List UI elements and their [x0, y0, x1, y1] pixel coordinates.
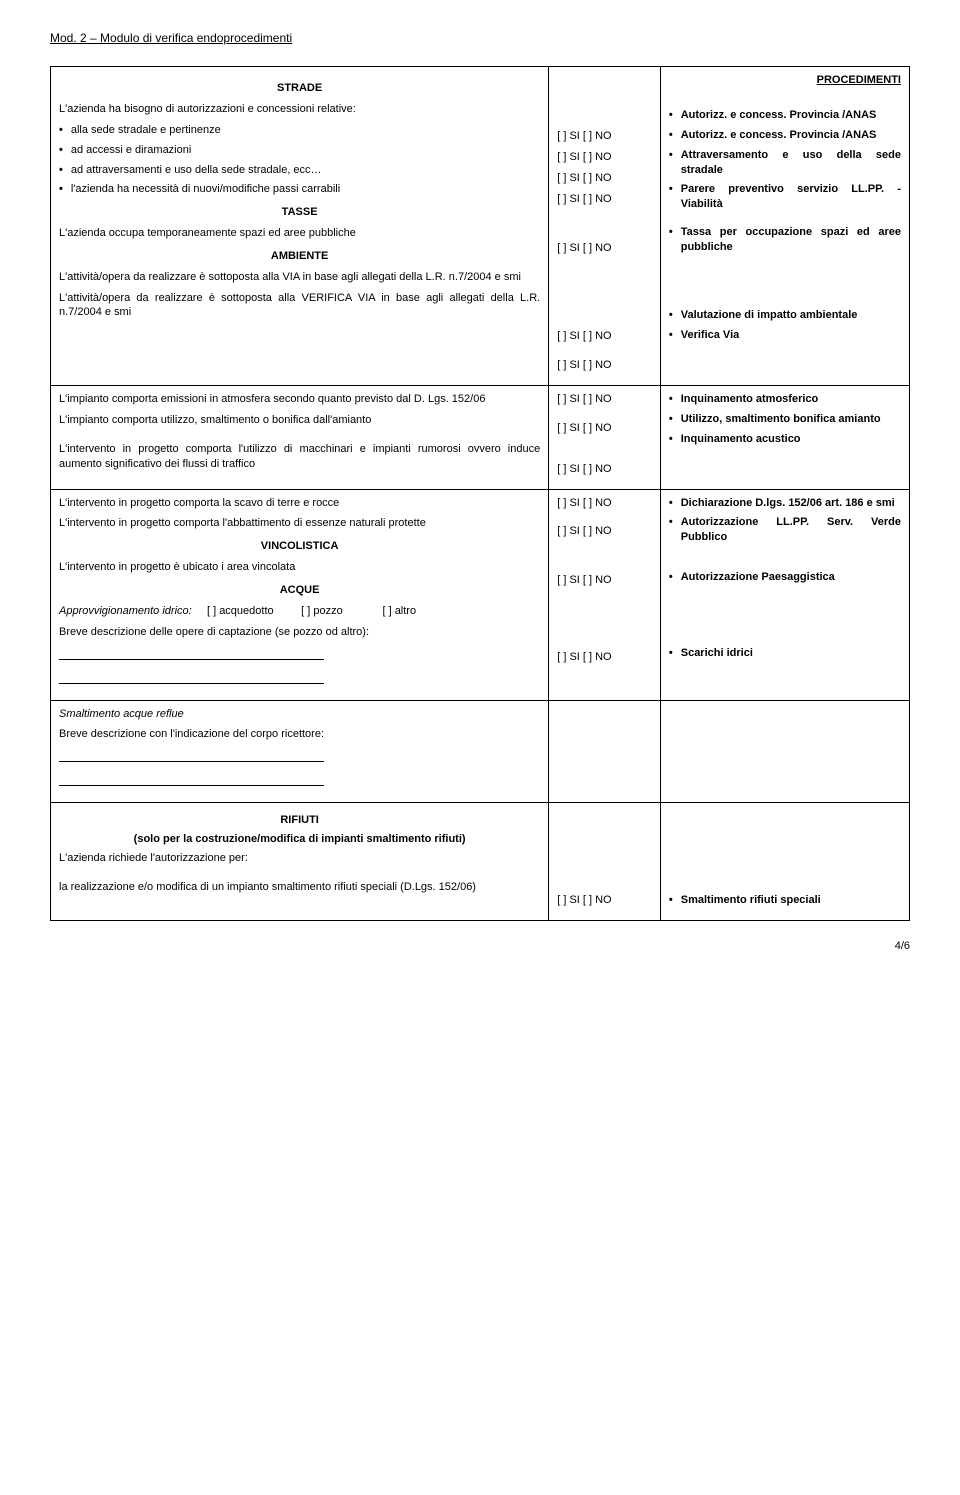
acque-approv-row: Approvvigionamento idrico: [ ] acquedott… — [59, 604, 540, 619]
rifiuti-intro: L'azienda richiede l'autorizzazione per: — [59, 851, 540, 866]
tasse-proc: Tassa per occupazione spazi ed aree pubb… — [681, 225, 901, 255]
acque-breve-desc2: Breve descrizione con l'indicazione del … — [59, 727, 540, 742]
acque-breve-desc: Breve descrizione delle opere di captazi… — [59, 625, 540, 640]
rifiuti-line: la realizzazione e/o modifica di un impi… — [59, 880, 540, 895]
vincolistica-line: L'intervento in progetto è ubicato i are… — [59, 560, 540, 575]
acque-opt-1[interactable]: [ ] pozzo — [301, 605, 343, 617]
rifiuti-check[interactable]: [ ] SI [ ] NO — [557, 893, 652, 908]
strade-proc-3: Parere preventivo servizio LL.PP. - Viab… — [681, 182, 901, 212]
ambiente-b2-2: L'intervento in progetto comporta l'util… — [59, 442, 540, 472]
document-header: Mod. 2 – Modulo di verifica endoprocedim… — [50, 30, 910, 46]
ambiente-b2-1: L'impianto comporta utilizzo, smaltiment… — [59, 413, 540, 428]
ambiente-b3-proc-0: Dichiarazione D.lgs. 152/06 art. 186 e s… — [681, 496, 901, 511]
ambiente-b2-proc-1: Utilizzo, smaltimento bonifica amianto — [681, 412, 901, 427]
ambiente-b1-check-0[interactable]: [ ] SI [ ] NO — [557, 329, 652, 344]
acque-smaltimento-title: Smaltimento acque reflue — [59, 707, 540, 722]
ambiente-b1-1: L'attività/opera da realizzare è sottopo… — [59, 291, 540, 321]
strade-check-0[interactable]: [ ] SI [ ] NO — [557, 129, 652, 144]
ambiente-b3-check-1[interactable]: [ ] SI [ ] NO — [557, 524, 652, 539]
ambiente-b1-proc-0: Valutazione di impatto ambientale — [681, 308, 901, 323]
main-table: STRADE L'azienda ha bisogno di autorizza… — [50, 66, 910, 921]
section-acque-title: ACQUE — [59, 583, 540, 598]
strade-item-3: l'azienda ha necessità di nuovi/modifich… — [71, 182, 540, 197]
acque-line-field-2[interactable] — [59, 748, 540, 786]
ambiente-b1-check-1[interactable]: [ ] SI [ ] NO — [557, 358, 652, 373]
acque-line-field-1[interactable] — [59, 646, 540, 684]
vincolistica-check[interactable]: [ ] SI [ ] NO — [557, 573, 652, 588]
strade-intro: L'azienda ha bisogno di autorizzazioni e… — [59, 102, 540, 117]
acque-opt-0[interactable]: [ ] acquedotto — [207, 605, 274, 617]
ambiente-b2-proc-2: Inquinamento acustico — [681, 432, 901, 447]
acque-check[interactable]: [ ] SI [ ] NO — [557, 650, 652, 665]
strade-check-3[interactable]: [ ] SI [ ] NO — [557, 192, 652, 207]
ambiente-b2-check-1[interactable]: [ ] SI [ ] NO — [557, 421, 652, 436]
ambiente-b2-0: L'impianto comporta emissioni in atmosfe… — [59, 392, 540, 407]
ambiente-b3-check-0[interactable]: [ ] SI [ ] NO — [557, 496, 652, 511]
section-strade-title: STRADE — [59, 81, 540, 96]
rifiuti-proc: Smaltimento rifiuti speciali — [681, 893, 901, 908]
ambiente-b3-1: L'intervento in progetto comporta l'abba… — [59, 516, 540, 531]
ambiente-b2-check-0[interactable]: [ ] SI [ ] NO — [557, 392, 652, 407]
strade-item-2: ad attraversamenti e uso della sede stra… — [71, 163, 540, 178]
ambiente-b3-0: L'intervento in progetto comporta la sca… — [59, 496, 540, 511]
strade-items: alla sede stradale e pertinenze ad acces… — [59, 123, 540, 197]
page-number: 4/6 — [50, 939, 910, 954]
tasse-line: L'azienda occupa temporaneamente spazi e… — [59, 226, 540, 241]
strade-proc-2: Attraversamento e uso della sede stradal… — [681, 148, 901, 178]
ambiente-b2-proc-0: Inquinamento atmosferico — [681, 392, 901, 407]
acque-approv-label: Approvvigionamento idrico: — [59, 605, 192, 617]
strade-check-2[interactable]: [ ] SI [ ] NO — [557, 171, 652, 186]
procedimenti-title: PROCEDIMENTI — [669, 73, 901, 88]
ambiente-b2-check-2[interactable]: [ ] SI [ ] NO — [557, 462, 652, 477]
section-ambiente-title: AMBIENTE — [59, 249, 540, 264]
rifiuti-subtitle: (solo per la costruzione/modifica di imp… — [59, 832, 540, 847]
section-tasse-title: TASSE — [59, 205, 540, 220]
strade-proc-list: Autorizz. e concess. Provincia /ANAS Aut… — [669, 108, 901, 212]
strade-item-1: ad accessi e diramazioni — [71, 143, 540, 158]
acque-proc: Scarichi idrici — [681, 646, 901, 661]
strade-item-0: alla sede stradale e pertinenze — [71, 123, 540, 138]
section-rifiuti-title: RIFIUTI — [59, 813, 540, 828]
acque-opt-2[interactable]: [ ] altro — [382, 605, 416, 617]
ambiente-b1-0: L'attività/opera da realizzare è sottopo… — [59, 270, 540, 285]
ambiente-b3-proc-1: Autorizzazione LL.PP. Serv. Verde Pubbli… — [681, 515, 901, 545]
section-vincolistica-title: VINCOLISTICA — [59, 539, 540, 554]
ambiente-b1-proc-1: Verifica Via — [681, 328, 901, 343]
strade-proc-1: Autorizz. e concess. Provincia /ANAS — [681, 128, 901, 143]
strade-check-1[interactable]: [ ] SI [ ] NO — [557, 150, 652, 165]
vincolistica-proc: Autorizzazione Paesaggistica — [681, 570, 901, 585]
strade-proc-0: Autorizz. e concess. Provincia /ANAS — [681, 108, 901, 123]
tasse-check[interactable]: [ ] SI [ ] NO — [557, 241, 652, 256]
